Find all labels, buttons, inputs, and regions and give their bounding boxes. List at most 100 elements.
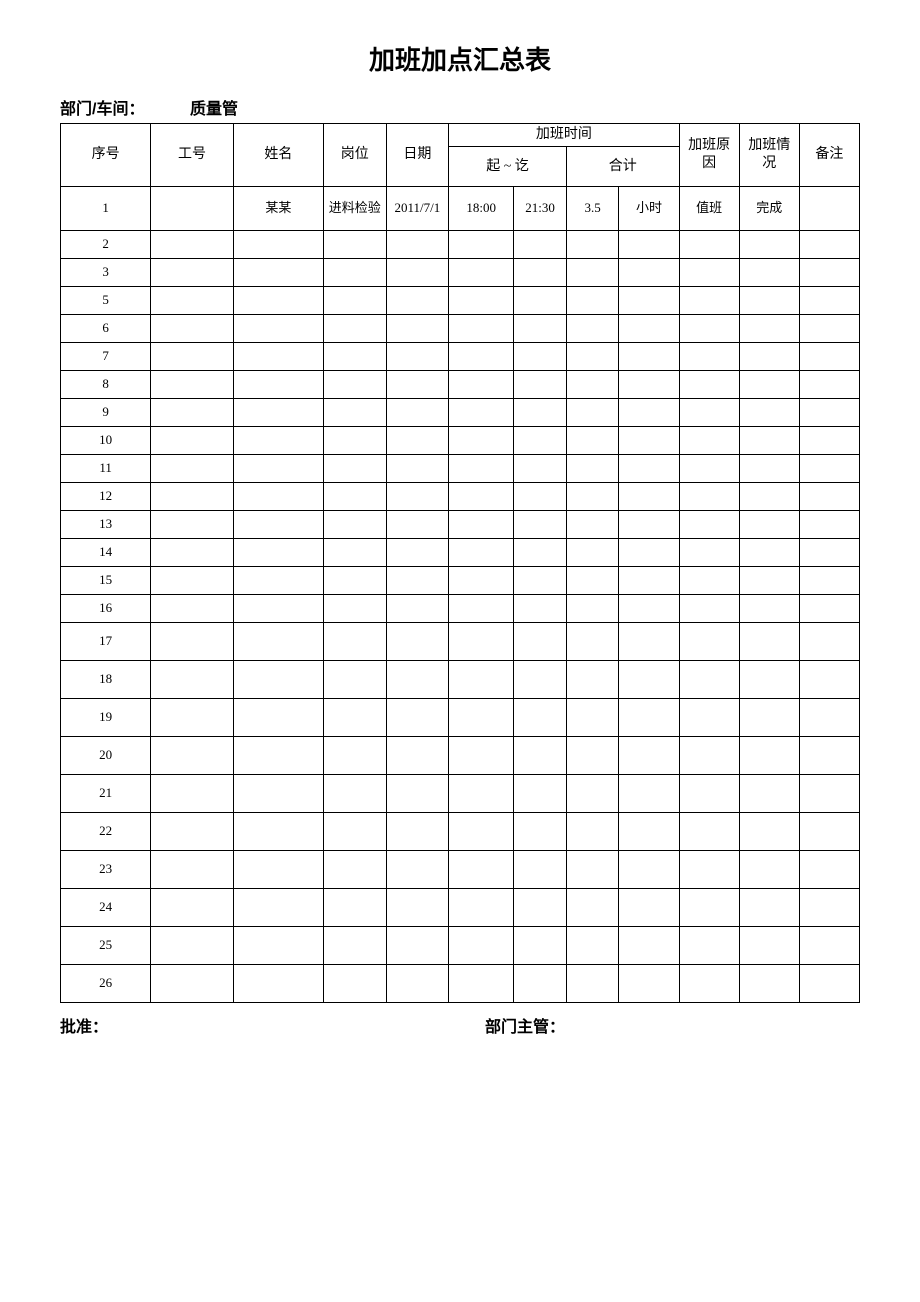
cell-emp_id [151, 539, 234, 567]
cell-seq: 10 [61, 427, 151, 455]
cell-seq: 14 [61, 539, 151, 567]
cell-reason [679, 539, 739, 567]
cell-end [514, 287, 567, 315]
cell-reason [679, 965, 739, 1003]
cell-status [739, 287, 799, 315]
cell-reason [679, 595, 739, 623]
page-title: 加班加点汇总表 [60, 40, 860, 77]
cell-end [514, 699, 567, 737]
cell-position [323, 623, 386, 661]
supervisor-label: 部门主管： [435, 1013, 860, 1037]
cell-total_value [566, 567, 619, 595]
cell-total_unit [619, 889, 679, 927]
cell-total_value [566, 595, 619, 623]
dept-label: 部门/车间： [60, 95, 190, 119]
cell-total_value [566, 231, 619, 259]
cell-seq: 19 [61, 699, 151, 737]
cell-name [233, 231, 323, 259]
cell-note [799, 315, 859, 343]
cell-emp_id [151, 661, 234, 699]
cell-total_value [566, 851, 619, 889]
cell-note [799, 455, 859, 483]
cell-total_unit: 小时 [619, 187, 679, 231]
cell-note [799, 813, 859, 851]
cell-status [739, 965, 799, 1003]
cell-total_value [566, 737, 619, 775]
cell-end [514, 343, 567, 371]
cell-position [323, 315, 386, 343]
cell-end [514, 775, 567, 813]
th-empid: 工号 [151, 124, 234, 187]
table-row: 23 [61, 851, 860, 889]
table-row: 25 [61, 927, 860, 965]
cell-status [739, 371, 799, 399]
cell-start [449, 315, 514, 343]
cell-note [799, 371, 859, 399]
cell-note [799, 511, 859, 539]
cell-seq: 2 [61, 231, 151, 259]
cell-reason [679, 483, 739, 511]
cell-note [799, 595, 859, 623]
cell-note [799, 927, 859, 965]
table-row: 12 [61, 483, 860, 511]
cell-status [739, 315, 799, 343]
cell-reason [679, 623, 739, 661]
th-startend: 起 ~ 讫 [449, 147, 567, 187]
cell-position [323, 287, 386, 315]
cell-status [739, 595, 799, 623]
cell-seq: 17 [61, 623, 151, 661]
cell-end [514, 427, 567, 455]
cell-date [386, 737, 449, 775]
cell-total_unit [619, 231, 679, 259]
cell-total_value [566, 511, 619, 539]
th-date: 日期 [386, 124, 449, 187]
table-row: 9 [61, 399, 860, 427]
cell-date [386, 623, 449, 661]
cell-reason [679, 567, 739, 595]
cell-reason [679, 851, 739, 889]
cell-status [739, 399, 799, 427]
cell-status [739, 927, 799, 965]
cell-position [323, 539, 386, 567]
cell-seq: 8 [61, 371, 151, 399]
cell-end [514, 315, 567, 343]
cell-note [799, 287, 859, 315]
cell-note [799, 737, 859, 775]
cell-start [449, 813, 514, 851]
table-row: 13 [61, 511, 860, 539]
cell-name [233, 889, 323, 927]
cell-end [514, 661, 567, 699]
cell-date [386, 661, 449, 699]
table-row: 14 [61, 539, 860, 567]
cell-total_value [566, 399, 619, 427]
cell-total_value [566, 775, 619, 813]
cell-total_value [566, 965, 619, 1003]
cell-emp_id [151, 595, 234, 623]
cell-reason [679, 661, 739, 699]
cell-reason [679, 231, 739, 259]
cell-end [514, 889, 567, 927]
cell-date [386, 775, 449, 813]
cell-status [739, 567, 799, 595]
cell-seq: 5 [61, 287, 151, 315]
cell-date [386, 851, 449, 889]
cell-note [799, 187, 859, 231]
table-row: 6 [61, 315, 860, 343]
table-row: 20 [61, 737, 860, 775]
cell-total_value [566, 623, 619, 661]
cell-seq: 23 [61, 851, 151, 889]
footer-row: 批准： 部门主管： [60, 1013, 860, 1037]
cell-emp_id [151, 927, 234, 965]
cell-date [386, 455, 449, 483]
cell-emp_id [151, 965, 234, 1003]
cell-note [799, 343, 859, 371]
cell-date [386, 371, 449, 399]
cell-emp_id [151, 315, 234, 343]
cell-reason [679, 775, 739, 813]
cell-position [323, 259, 386, 287]
cell-position [323, 661, 386, 699]
cell-total_value [566, 259, 619, 287]
cell-date [386, 539, 449, 567]
cell-position [323, 455, 386, 483]
cell-total_value [566, 315, 619, 343]
